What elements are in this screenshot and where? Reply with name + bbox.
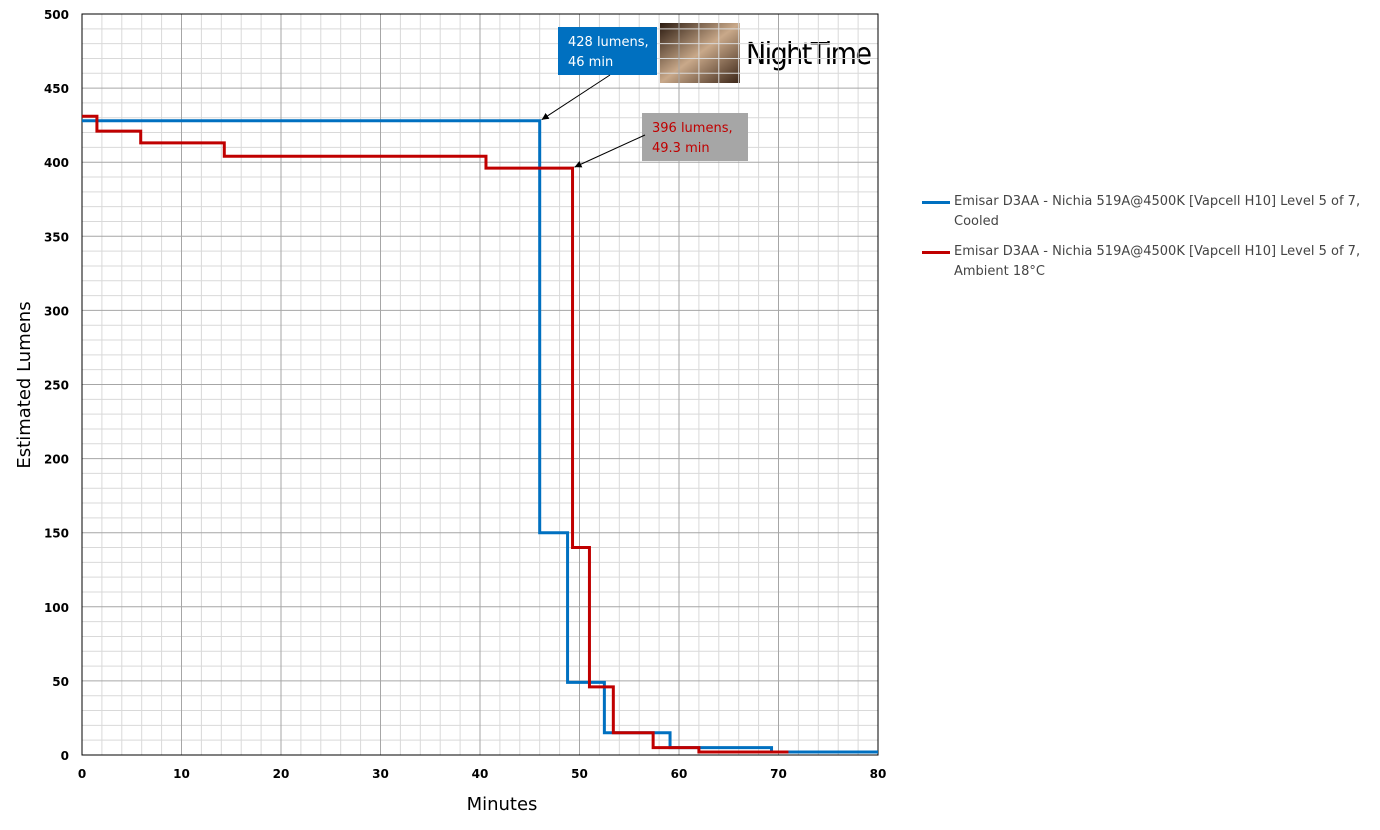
x-tick-label: 50 (571, 767, 588, 781)
annotation-text: 46 min (568, 55, 613, 70)
y-tick-label: 450 (44, 82, 69, 96)
y-axis-label: Estimated Lumens (14, 301, 35, 468)
x-tick-label: 60 (671, 767, 688, 781)
annotation-text: 396 lumens, (652, 121, 733, 136)
legend-item: Emisar D3AA - Nichia 519A@4500K [Vapcell… (922, 192, 1372, 232)
annotation-text: 49.3 min (652, 141, 710, 156)
x-tick-label: 70 (770, 767, 787, 781)
x-tick-label: 0 (78, 767, 86, 781)
plot-frame (81, 13, 879, 756)
x-tick-label: 30 (372, 767, 389, 781)
x-tick-label: 10 (173, 767, 190, 781)
y-tick-label: 200 (44, 453, 69, 467)
legend-label: Emisar D3AA - Nichia 519A@4500K [Vapcell… (954, 244, 1361, 279)
x-tick-label: 40 (472, 767, 489, 781)
y-tick-label: 150 (44, 527, 69, 541)
x-tick-label: 80 (870, 767, 887, 781)
logo-image (660, 23, 740, 83)
series-line (82, 114, 789, 754)
series-line (82, 119, 878, 754)
y-tick-label: 50 (52, 675, 69, 689)
y-tick-label: 300 (44, 304, 69, 318)
legend-label: Emisar D3AA - Nichia 519A@4500K [Vapcell… (954, 194, 1361, 229)
x-tick-label: 20 (273, 767, 290, 781)
annotation-box (558, 27, 657, 75)
y-tick-label: 0 (61, 749, 69, 763)
annotation-text: 428 lumens, (568, 35, 649, 50)
annotation-arrow (541, 74, 611, 121)
y-tick-label: 500 (44, 8, 69, 22)
y-tick-label: 400 (44, 156, 69, 170)
logo-text: NightTime (746, 37, 872, 72)
y-tick-label: 100 (44, 601, 69, 615)
annotation-arrow (574, 134, 646, 168)
legend-swatch (922, 201, 950, 204)
y-tick-label: 250 (44, 379, 69, 393)
annotation-box (642, 113, 748, 161)
x-axis-label: Minutes (467, 794, 538, 815)
legend-item: Emisar D3AA - Nichia 519A@4500K [Vapcell… (922, 242, 1372, 282)
legend-swatch (922, 251, 950, 254)
y-tick-label: 350 (44, 230, 69, 244)
